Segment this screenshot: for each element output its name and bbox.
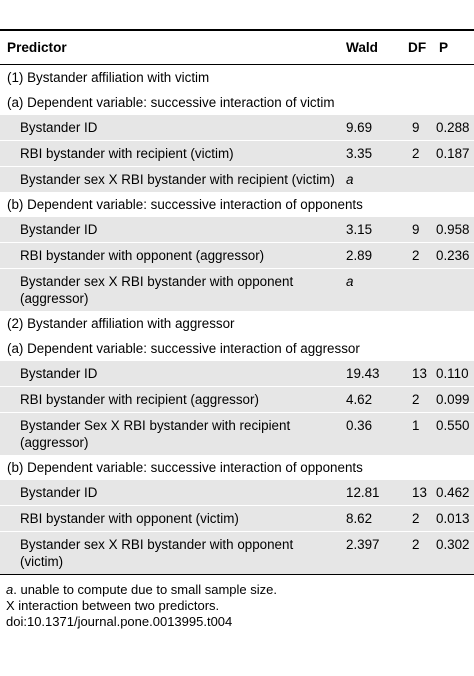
- bottom-rule: [0, 573, 474, 575]
- cell-p: 0.550: [432, 411, 474, 455]
- cell-df: [401, 165, 432, 192]
- section-row: (b) Dependent variable: successive inter…: [0, 191, 474, 217]
- section-label: (1) Bystander affiliation with victim: [0, 64, 474, 90]
- cell-df: 13: [401, 360, 432, 386]
- header-wald: Wald: [339, 31, 401, 65]
- header-predictor: Predictor: [0, 31, 339, 65]
- table-row: Bystander ID 19.43 13 0.110: [0, 360, 474, 386]
- footnotes: a. unable to compute due to small sample…: [0, 575, 474, 630]
- cell-wald: 19.43: [339, 360, 401, 386]
- cell-p: [432, 267, 474, 311]
- section-row: (b) Dependent variable: successive inter…: [0, 454, 474, 480]
- footnote-x: X interaction between two predictors.: [6, 597, 220, 613]
- cell-wald: 0.36: [339, 411, 401, 455]
- cell-df: 2: [401, 530, 432, 574]
- statistics-table: Predictor Wald DF P (1) Bystander affili…: [0, 0, 474, 630]
- cell-predictor: RBI bystander with opponent (victim): [0, 504, 339, 531]
- cell-df: 2: [401, 139, 432, 166]
- cell-p: 0.302: [432, 530, 474, 574]
- cell-p: 0.110: [432, 360, 474, 386]
- table-row: Bystander sex X RBI bystander with oppon…: [0, 530, 474, 574]
- table-row: Bystander Sex X RBI bystander with recip…: [0, 411, 474, 455]
- cell-df: 1: [401, 411, 432, 455]
- cell-p: 0.187: [432, 139, 474, 166]
- section-label: (a) Dependent variable: successive inter…: [0, 335, 474, 361]
- cell-df: 13: [401, 479, 432, 505]
- section-row: (a) Dependent variable: successive inter…: [0, 89, 474, 115]
- cell-df: 2: [401, 241, 432, 268]
- cell-p: 0.462: [432, 479, 474, 505]
- cell-predictor: RBI bystander with recipient (victim): [0, 139, 339, 166]
- cell-p: 0.288: [432, 114, 474, 140]
- cell-predictor: Bystander ID: [0, 479, 339, 505]
- table-row: Bystander ID 9.69 9 0.288: [0, 114, 474, 140]
- cell-p: 0.099: [432, 385, 474, 412]
- top-rule: [0, 0, 474, 31]
- cell-p: 0.958: [432, 216, 474, 242]
- cell-df: 9: [401, 114, 432, 140]
- cell-p: 0.013: [432, 504, 474, 531]
- table-row: Bystander sex X RBI bystander with oppon…: [0, 267, 474, 311]
- results-table: Predictor Wald DF P (1) Bystander affili…: [0, 31, 474, 574]
- header-df: DF: [401, 31, 432, 65]
- section-label: (b) Dependent variable: successive inter…: [0, 191, 474, 217]
- header-row: Predictor Wald DF P: [0, 31, 474, 65]
- doi-text: doi:10.1371/journal.pone.0013995.t004: [6, 613, 233, 629]
- cell-df: 9: [401, 216, 432, 242]
- cell-p: [432, 165, 474, 192]
- section-label: (b) Dependent variable: successive inter…: [0, 454, 474, 480]
- section-label: (2) Bystander affiliation with aggressor: [0, 310, 474, 336]
- cell-wald: 2.89: [339, 241, 401, 268]
- cell-predictor: RBI bystander with recipient (aggressor): [0, 385, 339, 412]
- cell-predictor: Bystander Sex X RBI bystander with recip…: [0, 411, 339, 455]
- table-row: Bystander ID 3.15 9 0.958: [0, 216, 474, 242]
- footnote-a: a. unable to compute due to small sample…: [6, 582, 474, 598]
- section-row: (a) Dependent variable: successive inter…: [0, 335, 474, 361]
- cell-wald: a: [339, 267, 401, 311]
- cell-wald: 2.397: [339, 530, 401, 574]
- section-row: (1) Bystander affiliation with victim: [0, 64, 474, 90]
- section-row: (2) Bystander affiliation with aggressor: [0, 310, 474, 336]
- cell-p: 0.236: [432, 241, 474, 268]
- cell-predictor: Bystander ID: [0, 360, 339, 386]
- cell-wald: 9.69: [339, 114, 401, 140]
- table-row: Bystander sex X RBI bystander with recip…: [0, 165, 474, 192]
- cell-wald: a: [339, 165, 401, 192]
- cell-df: 2: [401, 385, 432, 412]
- footnote-a-marker: a: [6, 581, 14, 597]
- table-row: Bystander ID 12.81 13 0.462: [0, 479, 474, 505]
- cell-wald: 3.35: [339, 139, 401, 166]
- table-row: RBI bystander with recipient (victim) 3.3…: [0, 139, 474, 166]
- cell-predictor: Bystander sex X RBI bystander with oppon…: [0, 267, 339, 311]
- header-p: P: [432, 31, 474, 65]
- cell-predictor: RBI bystander with opponent (aggressor): [0, 241, 339, 268]
- cell-predictor: Bystander sex X RBI bystander with oppon…: [0, 530, 339, 574]
- cell-wald: 8.62: [339, 504, 401, 531]
- cell-df: [401, 267, 432, 311]
- table-row: RBI bystander with opponent (aggressor) 2…: [0, 241, 474, 268]
- cell-wald: 12.81: [339, 479, 401, 505]
- cell-wald: 4.62: [339, 385, 401, 412]
- table-row: RBI bystander with opponent (victim) 8.62…: [0, 504, 474, 531]
- cell-df: 2: [401, 504, 432, 531]
- cell-wald: 3.15: [339, 216, 401, 242]
- cell-predictor: Bystander ID: [0, 216, 339, 242]
- cell-predictor: Bystander ID: [0, 114, 339, 140]
- section-label: (a) Dependent variable: successive inter…: [0, 89, 474, 115]
- footnote-a-text: . unable to compute due to small sample …: [13, 581, 277, 597]
- table-row: RBI bystander with recipient (aggressor)…: [0, 385, 474, 412]
- table-body: (1) Bystander affiliation with victim (a)…: [0, 64, 474, 574]
- cell-predictor: Bystander sex X RBI bystander with recip…: [0, 165, 339, 192]
